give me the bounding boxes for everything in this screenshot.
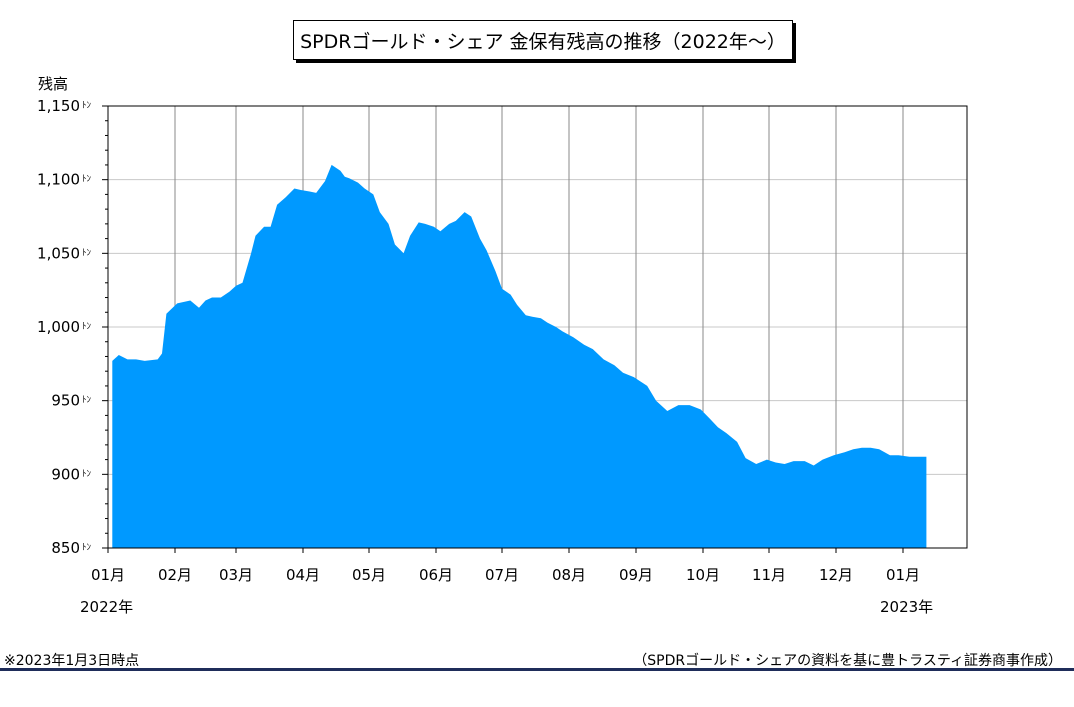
bottom-divider	[0, 668, 1074, 671]
x-tick-label: 07月	[485, 566, 519, 584]
y-tick-unit: ﾄﾝ	[82, 175, 92, 185]
y-tick-label: 1,050	[37, 244, 80, 262]
y-tick-unit: ﾄﾝ	[82, 543, 92, 553]
x-year-start-label: 2022年	[80, 598, 134, 616]
x-tick-label: 12月	[819, 566, 853, 584]
y-tick-label: 950	[51, 392, 80, 410]
x-tick-label: 10月	[686, 566, 720, 584]
x-tick-label: 08月	[552, 566, 586, 584]
y-tick-unit: ﾄﾝ	[82, 248, 92, 258]
holdings-area	[112, 164, 927, 548]
x-tick-label: 01月	[886, 566, 920, 584]
x-tick-label: 02月	[158, 566, 192, 584]
x-tick-label: 11月	[752, 566, 786, 584]
x-tick-label: 06月	[419, 566, 453, 584]
x-tick-label: 01月	[91, 566, 125, 584]
y-tick-label: 1,150	[37, 97, 80, 115]
footnote-source: （SPDRゴールド・シェアの資料を基に豊トラスティ証券商事作成）	[633, 653, 1062, 669]
y-tick-label: 900	[51, 465, 80, 483]
x-tick-label: 03月	[219, 566, 253, 584]
y-tick-label: 1,000	[37, 318, 80, 336]
y-tick-unit: ﾄﾝ	[82, 322, 92, 332]
chart-title: SPDRゴールド・シェア 金保有残高の推移（2022年～）	[293, 20, 793, 60]
y-axis-label: 残高	[38, 75, 69, 93]
footnote-date: ※2023年1月3日時点	[4, 653, 140, 669]
y-tick-label: 1,100	[37, 171, 80, 189]
x-tick-label: 04月	[286, 566, 320, 584]
y-tick-unit: ﾄﾝ	[82, 469, 92, 479]
area-series	[112, 164, 927, 548]
x-tick-label: 05月	[352, 566, 386, 584]
x-tick-label: 09月	[619, 566, 653, 584]
y-tick-label: 850	[51, 539, 80, 557]
x-year-end-label: 2023年	[880, 598, 934, 616]
y-tick-unit: ﾄﾝ	[82, 101, 92, 111]
y-tick-unit: ﾄﾝ	[82, 396, 92, 406]
